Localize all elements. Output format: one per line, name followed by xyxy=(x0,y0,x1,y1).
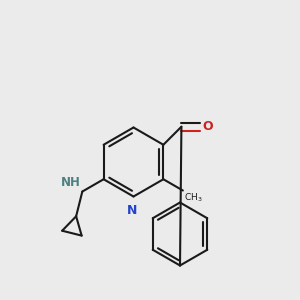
Text: CH$_3$: CH$_3$ xyxy=(184,192,203,205)
Text: O: O xyxy=(202,120,213,133)
Text: NH: NH xyxy=(61,176,81,189)
Text: N: N xyxy=(127,204,137,217)
